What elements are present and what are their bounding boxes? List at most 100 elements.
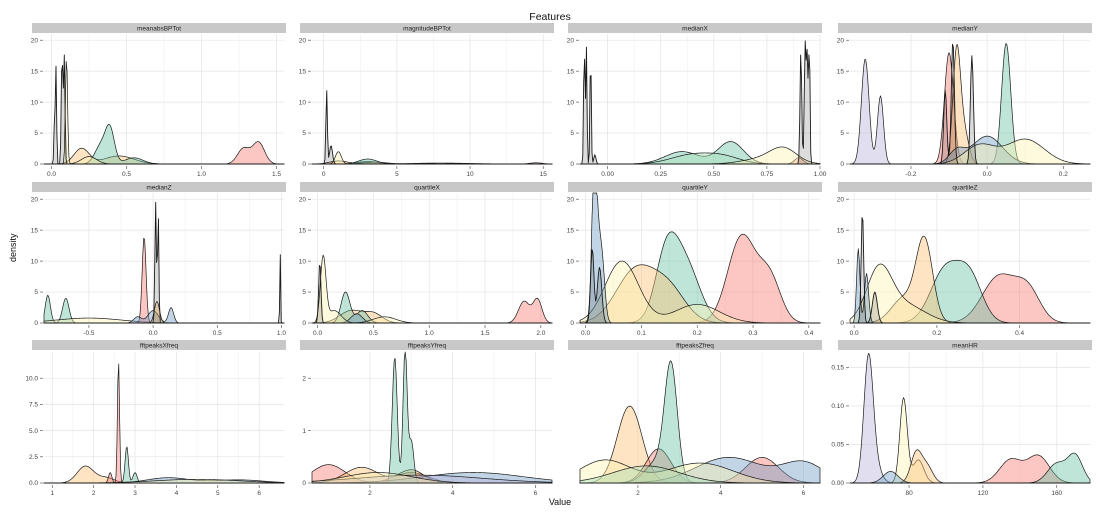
x-tick-label: 0.0 [983, 171, 992, 178]
y-tick-label: 20 [837, 37, 845, 44]
x-tick-label: 0.5 [213, 330, 222, 337]
density-series-5-3 [43, 237, 285, 324]
facet-strip [838, 182, 1092, 192]
facet-strip [300, 340, 554, 350]
facet-panel: quartileZ 0 5 10 15 20 0.0 0.2 0.4 [837, 182, 1092, 337]
y-tick-label: 15 [299, 68, 307, 75]
x-tick-label: 0.2 [932, 330, 941, 337]
x-tick-label: 4 [719, 490, 723, 497]
x-tick-label: 3 [133, 490, 137, 497]
x-tick-label: 1 [50, 490, 54, 497]
y-tick-label: 0 [570, 320, 574, 327]
x-tick-label: 1.5 [272, 171, 281, 178]
y-tick-label: 20 [299, 37, 307, 44]
y-tick-label: 10 [567, 99, 575, 106]
y-tick-label: 10 [567, 258, 575, 265]
facet-title: quartileX [414, 185, 440, 192]
facet-title: quartileY [682, 185, 708, 192]
y-tick-label: 5 [34, 289, 38, 296]
x-tick-label: 0.0 [47, 171, 56, 178]
facet-panel: meanHR 0.00 0.05 0.10 0.15 80 120 160 [831, 340, 1092, 497]
facet-title: meanHR [952, 343, 978, 350]
y-tick-label: 20 [567, 37, 575, 44]
facet-panel: medianY 0 5 10 15 20 -0.2 0.0 0.2 [837, 23, 1092, 178]
y-tick-label: 10 [837, 99, 845, 106]
x-tick-label: 80 [905, 490, 913, 497]
x-tick-label: 2 [368, 490, 372, 497]
x-tick-label: 1.00 [814, 171, 827, 178]
y-tick-label: 0 [840, 161, 844, 168]
facet-title: medianZ [146, 185, 171, 192]
x-tick-label: 0.1 [637, 330, 646, 337]
y-tick-label: 0 [570, 161, 574, 168]
x-tick-label: 2.0 [536, 330, 545, 337]
density-series-10-6 [311, 472, 553, 484]
x-tick-label: 0 [322, 171, 326, 178]
facet-strip [32, 23, 286, 33]
y-tick-label: 5.0 [29, 428, 38, 435]
facet-strip [568, 23, 822, 33]
density-series-11-5 [579, 459, 821, 484]
x-tick-label: 1.5 [480, 330, 489, 337]
x-tick-label: 5 [395, 171, 399, 178]
y-tick-label: 20 [299, 196, 307, 203]
facet-title: fftpeaksZfreq [676, 343, 714, 350]
facet-panel: medianX 0 5 10 15 20 0.00 0.25 0.50 0.75 1.00 [567, 23, 827, 178]
x-tick-label: 0.50 [707, 171, 720, 178]
x-tick-label: 0.25 [654, 171, 667, 178]
x-tick-label: 2 [636, 490, 640, 497]
x-tick-label: 0.5 [122, 171, 131, 178]
x-tick-label: 0.3 [748, 330, 757, 337]
y-tick-label: 15 [299, 227, 307, 234]
facet-strip [568, 340, 822, 350]
facet-strip [300, 23, 554, 33]
density-series-2-3 [311, 158, 553, 165]
facet-strip [300, 182, 554, 192]
y-tick-label: 10 [299, 258, 307, 265]
y-tick-label: 0.10 [831, 403, 844, 410]
density-series-3-5 [579, 40, 821, 165]
x-tick-label: 0.4 [804, 330, 813, 337]
x-tick-label: -0.5 [83, 330, 95, 337]
y-tick-label: 0 [34, 320, 38, 327]
x-tick-label: 6 [802, 490, 806, 497]
y-tick-label: 0 [840, 320, 844, 327]
y-tick-label: 15 [837, 68, 845, 75]
y-tick-label: 0 [302, 480, 306, 487]
facet-strip [32, 340, 286, 350]
x-axis-label: Value [548, 497, 572, 507]
x-tick-label: 0.00 [601, 171, 614, 178]
y-tick-label: 20 [31, 196, 39, 203]
y-tick-label: 0.0 [29, 480, 38, 487]
x-tick-label: 0.75 [761, 171, 774, 178]
y-tick-label: 7.5 [29, 402, 38, 409]
y-tick-label: 15 [31, 227, 39, 234]
y-tick-label: 15 [567, 227, 575, 234]
density-series-4-7 [849, 43, 1091, 165]
x-tick-label: -0.2 [905, 171, 917, 178]
y-tick-label: 10 [837, 258, 845, 265]
facet-title: fftpeaksXfreq [140, 343, 179, 350]
facet-title: meanabsBPTot [137, 26, 181, 33]
y-tick-label: 2 [302, 375, 306, 382]
x-tick-label: 0.4 [1015, 330, 1024, 337]
density-series-1-5 [43, 54, 285, 165]
x-tick-label: 4 [175, 490, 179, 497]
x-tick-label: 0.2 [693, 330, 702, 337]
x-tick-label: 6 [257, 490, 261, 497]
facet-title: fftpeaksYfreq [408, 343, 447, 350]
x-tick-label: 160 [1051, 490, 1062, 497]
x-tick-label: 0.0 [581, 330, 590, 337]
density-series-6-6 [311, 265, 553, 324]
y-tick-label: 0 [302, 161, 306, 168]
facet-title: quartileZ [952, 185, 977, 192]
x-tick-label: 0.0 [313, 330, 322, 337]
facet-panel: fftpeaksZfreq 2 4 6 [568, 340, 822, 497]
density-series-11-6 [579, 465, 821, 484]
facet-title: medianY [952, 26, 978, 33]
x-tick-label: 0.0 [850, 330, 859, 337]
x-tick-label: 10 [466, 171, 474, 178]
figure-title: Features [529, 11, 571, 23]
facet-panel: quartileY 0 5 10 15 20 0.0 0.1 0.2 0.3 0.4 [567, 182, 822, 337]
